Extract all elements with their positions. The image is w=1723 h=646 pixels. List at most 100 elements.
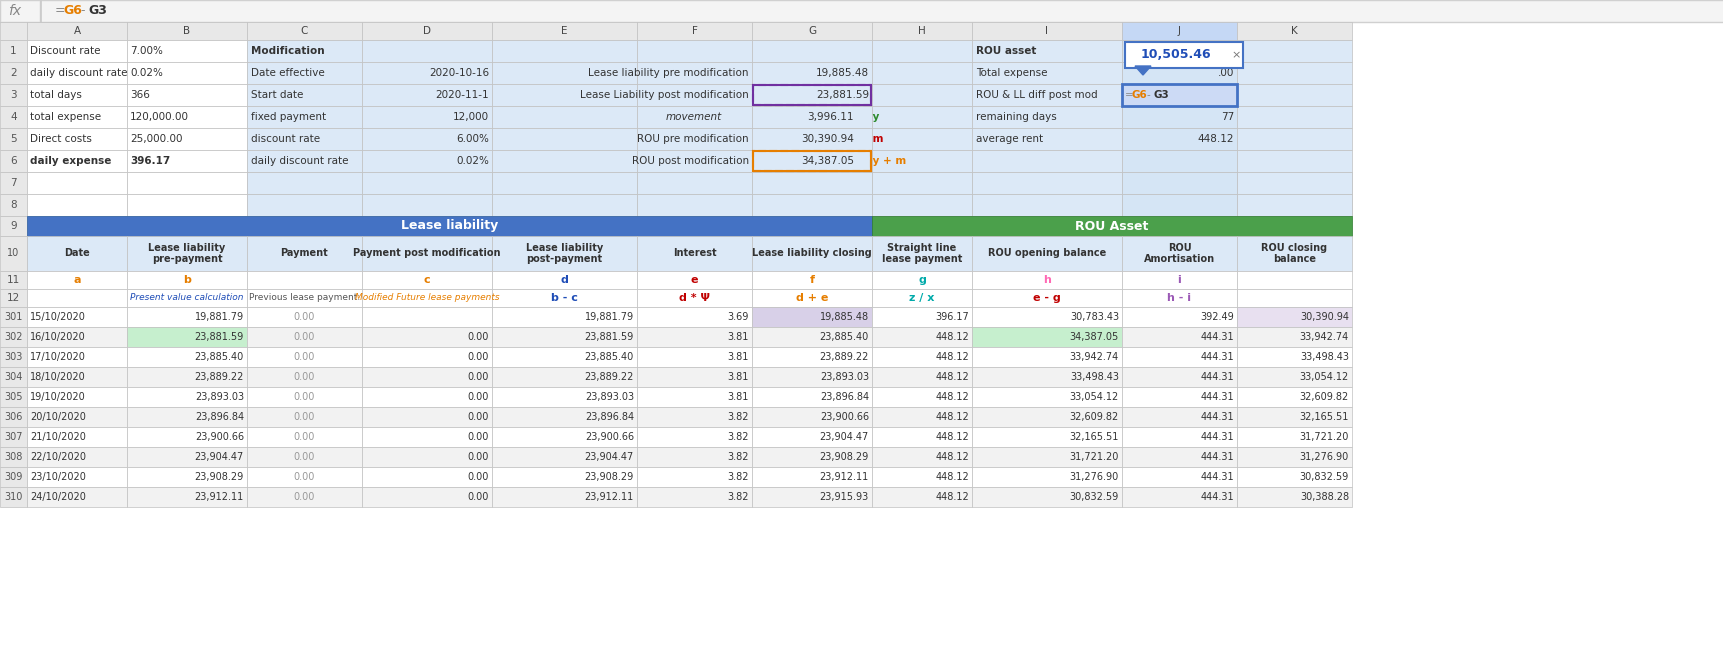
Text: 448.12: 448.12 <box>934 432 968 442</box>
Bar <box>636 128 751 150</box>
Text: 23,900.66: 23,900.66 <box>584 432 634 442</box>
Bar <box>0 194 28 216</box>
Text: 31,721.20: 31,721.20 <box>1299 432 1347 442</box>
Text: 23,900.66: 23,900.66 <box>195 432 245 442</box>
Bar <box>491 327 636 347</box>
Text: 0.00: 0.00 <box>293 432 315 442</box>
Bar <box>246 447 362 467</box>
Bar <box>872 327 972 347</box>
Bar <box>1122 347 1237 367</box>
Text: 20/10/2020: 20/10/2020 <box>29 412 86 422</box>
Bar <box>246 40 362 62</box>
Text: 19,885.48: 19,885.48 <box>815 68 868 78</box>
Bar <box>751 128 872 150</box>
Text: discount rate: discount rate <box>252 134 320 144</box>
Text: D: D <box>422 26 431 36</box>
Bar <box>972 172 1122 194</box>
Bar <box>753 85 870 105</box>
Bar <box>972 22 1122 40</box>
Bar <box>1237 447 1351 467</box>
Bar <box>491 387 636 407</box>
Text: 30,832.59: 30,832.59 <box>1070 492 1118 502</box>
Text: 16/10/2020: 16/10/2020 <box>29 332 86 342</box>
Bar <box>362 172 491 194</box>
Bar <box>753 85 870 105</box>
Text: -: - <box>79 5 84 17</box>
Text: 448.12: 448.12 <box>1197 134 1234 144</box>
Bar <box>1237 367 1351 387</box>
Text: 34,387.05: 34,387.05 <box>801 156 853 166</box>
Text: B: B <box>183 26 191 36</box>
Bar <box>246 407 362 427</box>
Bar <box>751 22 872 40</box>
Bar <box>1122 387 1237 407</box>
Bar <box>972 128 1122 150</box>
Bar <box>362 327 491 347</box>
Bar <box>0 289 28 307</box>
Text: 33,942.74: 33,942.74 <box>1070 352 1118 362</box>
Text: 448.12: 448.12 <box>934 412 968 422</box>
Text: C: C <box>300 26 308 36</box>
Bar <box>872 271 972 289</box>
Text: 306: 306 <box>5 412 22 422</box>
Bar <box>491 236 636 271</box>
Bar <box>28 347 128 367</box>
Text: 309: 309 <box>5 472 22 482</box>
Bar <box>972 467 1122 487</box>
Text: 3.82: 3.82 <box>727 432 748 442</box>
Bar <box>491 150 636 172</box>
Text: ROU Asset: ROU Asset <box>1075 220 1148 233</box>
Bar <box>362 307 491 327</box>
Text: 19,881.79: 19,881.79 <box>584 312 634 322</box>
Bar <box>751 367 872 387</box>
Text: total expense: total expense <box>29 112 102 122</box>
Bar <box>362 367 491 387</box>
Bar <box>28 307 128 327</box>
Bar <box>872 40 972 62</box>
Text: 396.17: 396.17 <box>934 312 968 322</box>
Bar <box>1122 150 1237 172</box>
Text: 23,893.03: 23,893.03 <box>195 392 245 402</box>
Bar <box>28 194 128 216</box>
Bar <box>128 172 246 194</box>
Text: 448.12: 448.12 <box>934 372 968 382</box>
Bar <box>1237 62 1351 84</box>
Bar <box>972 150 1122 172</box>
Text: 23,904.47: 23,904.47 <box>584 452 634 462</box>
Bar <box>972 172 1122 194</box>
Text: d * Ψ: d * Ψ <box>679 293 710 303</box>
Text: 19/10/2020: 19/10/2020 <box>29 392 86 402</box>
Bar <box>128 128 246 150</box>
Text: 30,390.94: 30,390.94 <box>801 134 853 144</box>
Bar <box>128 194 246 216</box>
Bar <box>872 427 972 447</box>
Bar <box>1122 467 1237 487</box>
Text: 1: 1 <box>10 46 17 56</box>
Text: 23,881.59: 23,881.59 <box>584 332 634 342</box>
Bar <box>751 289 872 307</box>
Text: 33,054.12: 33,054.12 <box>1070 392 1118 402</box>
Text: 34,387.05: 34,387.05 <box>1070 332 1118 342</box>
Bar <box>636 194 751 216</box>
Text: 23,912.11: 23,912.11 <box>584 492 634 502</box>
Text: 7: 7 <box>10 178 17 188</box>
Bar <box>872 194 972 216</box>
Bar <box>1122 271 1237 289</box>
Bar <box>872 289 972 307</box>
Bar <box>636 447 751 467</box>
Text: I: I <box>1044 26 1048 36</box>
Bar <box>636 407 751 427</box>
Bar <box>872 347 972 367</box>
Text: 0.00: 0.00 <box>467 412 489 422</box>
Text: 19,881.79: 19,881.79 <box>195 312 245 322</box>
Text: 366: 366 <box>129 90 150 100</box>
Text: h - i: h - i <box>1166 293 1191 303</box>
Bar <box>28 172 128 194</box>
Text: 7.00%: 7.00% <box>129 46 162 56</box>
Bar <box>0 150 28 172</box>
Bar <box>972 407 1122 427</box>
Bar <box>636 367 751 387</box>
Bar <box>1237 487 1351 507</box>
Bar <box>491 289 636 307</box>
Bar <box>1122 62 1237 84</box>
